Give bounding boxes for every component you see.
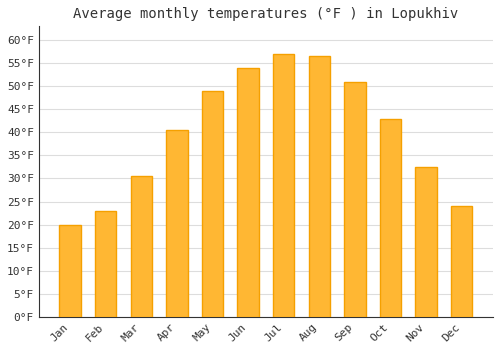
Bar [130,176,152,317]
Title: Average monthly temperatures (°F ) in Lopukhiv: Average monthly temperatures (°F ) in Lo… [74,7,458,21]
Bar [95,211,116,317]
Bar [344,82,366,317]
Bar [273,54,294,317]
Bar [238,68,259,317]
Bar [380,119,401,317]
Bar [60,225,81,317]
Bar [451,206,472,317]
Bar [202,91,223,317]
Bar [166,130,188,317]
Bar [308,56,330,317]
Bar [416,167,437,317]
